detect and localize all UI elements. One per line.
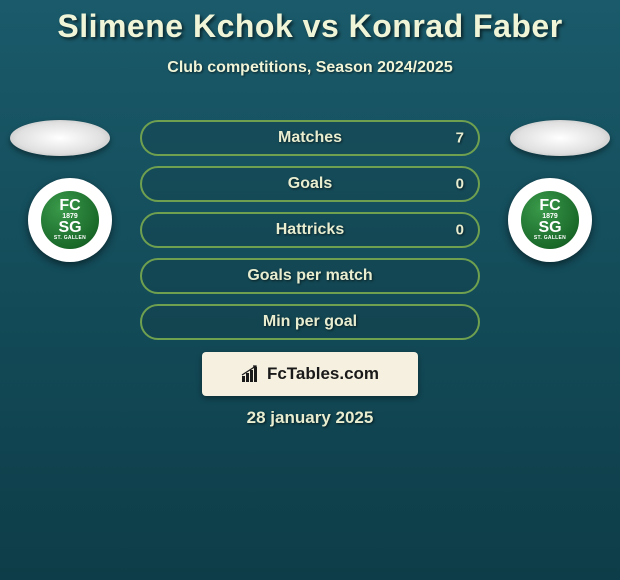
page-title: Slimene Kchok vs Konrad Faber <box>0 0 620 45</box>
stat-row-goals-per-match: Goals per match <box>140 258 480 294</box>
stat-right-value: 0 <box>456 176 464 193</box>
player2-silhouette <box>510 120 610 156</box>
stat-row-hattricks: Hattricks 0 <box>140 212 480 248</box>
stat-right-value: 7 <box>456 130 464 147</box>
branding-text: FcTables.com <box>267 364 379 384</box>
fcsg-badge-icon: FC 1879 SG ST. GALLEN <box>38 188 102 252</box>
club-logo-top: FC <box>539 199 560 213</box>
branding-badge: FcTables.com <box>202 352 418 396</box>
stat-row-goals: Goals 0 <box>140 166 480 202</box>
stat-label: Matches <box>142 129 478 147</box>
stat-label: Hattricks <box>142 221 478 239</box>
stat-label: Goals <box>142 175 478 193</box>
report-date: 28 january 2025 <box>0 408 620 428</box>
club-logo-ring: ST. GALLEN <box>54 235 86 241</box>
player2-club-logo: FC 1879 SG ST. GALLEN <box>508 178 592 262</box>
stat-label: Min per goal <box>142 313 478 331</box>
bar-chart-icon <box>241 365 261 383</box>
club-logo-ring: ST. GALLEN <box>534 235 566 241</box>
stat-row-matches: Matches 7 <box>140 120 480 156</box>
stat-right-value: 0 <box>456 222 464 239</box>
player1-silhouette <box>10 120 110 156</box>
fcsg-badge-icon: FC 1879 SG ST. GALLEN <box>518 188 582 252</box>
stats-table: Matches 7 Goals 0 Hattricks 0 Goals per … <box>140 120 480 350</box>
player1-club-logo: FC 1879 SG ST. GALLEN <box>28 178 112 262</box>
stat-row-min-per-goal: Min per goal <box>140 304 480 340</box>
subtitle: Club competitions, Season 2024/2025 <box>0 59 620 77</box>
club-logo-bot: SG <box>58 221 81 235</box>
club-logo-top: FC <box>59 199 80 213</box>
club-logo-bot: SG <box>538 221 561 235</box>
stat-label: Goals per match <box>142 267 478 285</box>
